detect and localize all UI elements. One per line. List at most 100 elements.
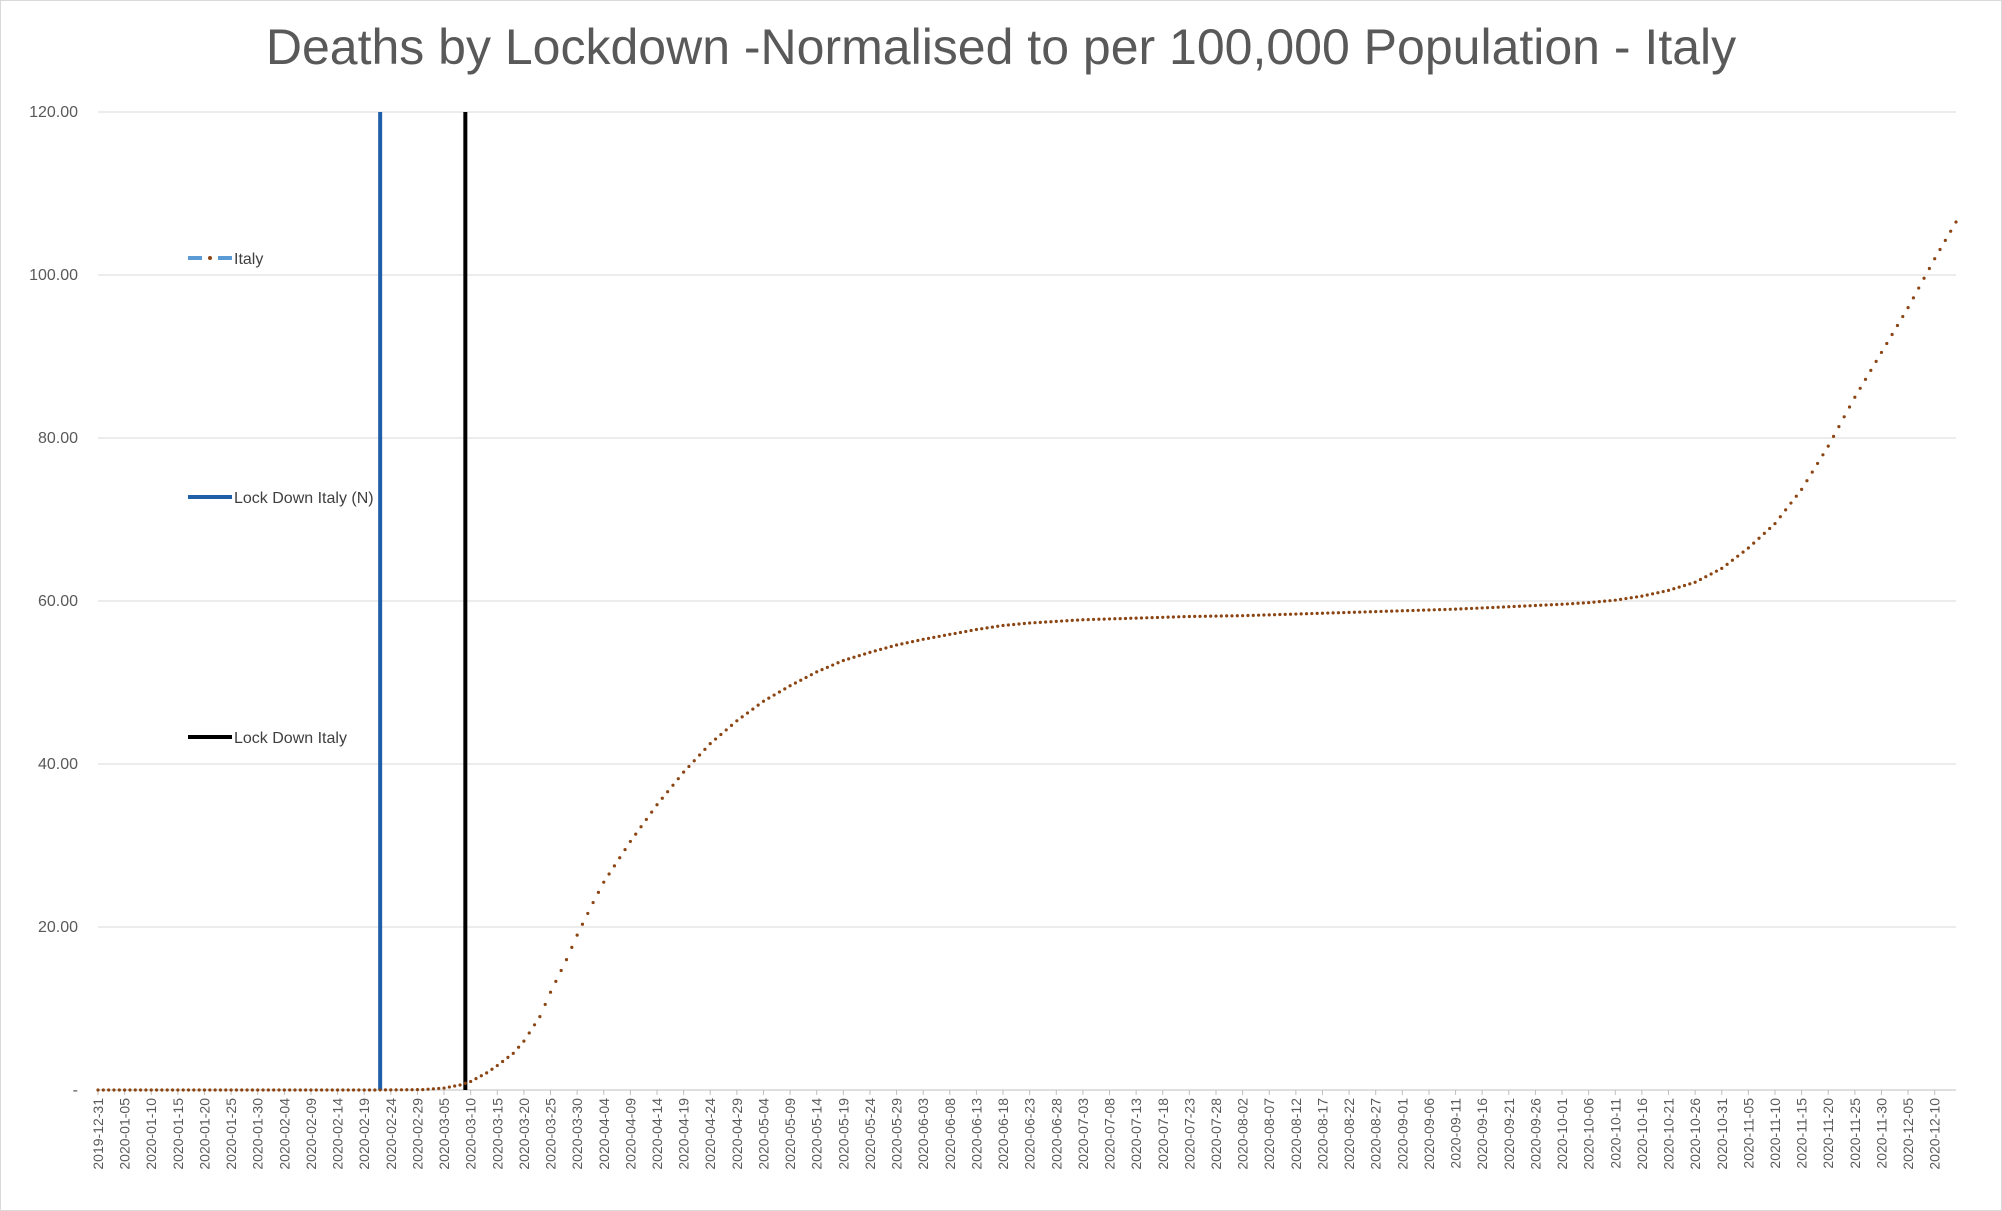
data-point xyxy=(1917,286,1921,290)
data-point xyxy=(831,663,835,667)
data-point xyxy=(1837,424,1841,429)
data-point xyxy=(1789,501,1793,505)
data-point xyxy=(1262,613,1266,617)
data-point xyxy=(761,699,766,703)
x-tick-label: 2020-03-05 xyxy=(436,1098,452,1170)
data-point xyxy=(1304,612,1309,616)
data-point xyxy=(751,707,755,711)
data-point xyxy=(325,1088,329,1092)
data-point xyxy=(1358,610,1362,614)
data-point xyxy=(1464,607,1468,611)
data-point xyxy=(1060,619,1064,623)
x-tick-label: 2020-04-24 xyxy=(702,1098,718,1170)
data-point xyxy=(942,633,947,637)
data-point xyxy=(863,652,867,656)
x-tick-label: 2020-05-19 xyxy=(835,1098,851,1170)
y-tick-label: 120.00 xyxy=(29,104,78,121)
data-point xyxy=(1203,614,1207,618)
data-point xyxy=(506,1055,510,1059)
data-point xyxy=(1475,606,1479,610)
data-point xyxy=(559,968,563,973)
data-point xyxy=(362,1088,366,1092)
data-point xyxy=(527,1031,531,1035)
data-point xyxy=(602,880,606,884)
data-point xyxy=(548,990,553,994)
data-point xyxy=(341,1088,345,1092)
data-point xyxy=(1560,602,1564,606)
x-tick-label: 2020-02-14 xyxy=(330,1098,346,1170)
data-point xyxy=(346,1088,350,1092)
data-point xyxy=(1565,602,1569,606)
data-point xyxy=(1943,238,1947,242)
data-point xyxy=(1134,616,1138,620)
data-point xyxy=(1091,617,1096,622)
data-point xyxy=(367,1088,372,1092)
data-point xyxy=(1624,596,1628,601)
data-point xyxy=(660,796,664,800)
data-point xyxy=(240,1088,244,1092)
data-point xyxy=(1294,612,1298,616)
data-point xyxy=(1081,618,1085,622)
data-point xyxy=(1198,614,1202,618)
data-point xyxy=(532,1023,537,1027)
data-point xyxy=(431,1087,435,1091)
x-tick-label: 2020-09-26 xyxy=(1527,1098,1543,1170)
data-point xyxy=(261,1088,265,1092)
data-point xyxy=(650,810,654,814)
data-point xyxy=(1155,615,1160,620)
data-point xyxy=(516,1045,521,1049)
x-tick-label: 2020-08-22 xyxy=(1341,1098,1357,1170)
data-point xyxy=(160,1088,164,1092)
data-point xyxy=(309,1088,313,1092)
x-tick-label: 2020-02-09 xyxy=(303,1098,319,1170)
data-point xyxy=(277,1088,281,1092)
data-point xyxy=(1826,444,1830,448)
data-point xyxy=(405,1088,409,1092)
data-point xyxy=(501,1059,505,1064)
data-point xyxy=(1821,453,1825,457)
data-point xyxy=(873,649,877,653)
x-tick-label: 2020-03-15 xyxy=(489,1098,505,1170)
x-tick-label: 2020-11-20 xyxy=(1820,1098,1836,1169)
data-point xyxy=(1581,601,1585,605)
data-point xyxy=(894,643,899,647)
data-point xyxy=(1278,612,1282,617)
data-point xyxy=(1672,587,1676,591)
data-point xyxy=(1102,617,1106,621)
legend-label-lock-down-italy-n: Lock Down Italy (N) xyxy=(234,490,374,507)
data-point xyxy=(1571,602,1575,606)
data-point xyxy=(676,777,680,781)
data-point xyxy=(1512,604,1516,609)
data-point xyxy=(1619,597,1623,601)
x-tick-label: 2020-10-11 xyxy=(1607,1098,1623,1169)
x-tick-label: 2020-04-14 xyxy=(649,1098,665,1170)
data-point xyxy=(1704,575,1708,579)
data-point xyxy=(1448,607,1452,611)
data-point xyxy=(394,1088,398,1092)
data-point xyxy=(745,711,750,715)
x-tick-label: 2020-10-21 xyxy=(1661,1098,1677,1170)
data-point xyxy=(1555,602,1559,607)
x-tick-label: 2020-03-25 xyxy=(543,1098,559,1170)
x-tick-label: 2020-09-01 xyxy=(1394,1098,1410,1170)
data-point xyxy=(1906,306,1910,310)
x-tick-label: 2020-04-04 xyxy=(596,1098,612,1170)
data-point xyxy=(1225,614,1229,618)
data-point xyxy=(293,1088,297,1092)
data-point xyxy=(1267,613,1271,617)
data-point xyxy=(1166,615,1170,619)
data-point xyxy=(469,1079,473,1084)
data-point xyxy=(932,635,936,639)
data-point xyxy=(1736,554,1740,558)
x-tick-label: 2020-02-29 xyxy=(409,1098,425,1170)
data-point xyxy=(777,690,782,694)
data-point xyxy=(1523,604,1527,608)
data-point xyxy=(511,1051,515,1055)
x-tick-label: 2020-08-17 xyxy=(1314,1098,1330,1170)
data-point xyxy=(474,1076,478,1081)
data-point xyxy=(1422,608,1426,612)
data-point xyxy=(1171,615,1175,619)
data-point xyxy=(138,1088,143,1092)
data-point xyxy=(804,675,808,680)
